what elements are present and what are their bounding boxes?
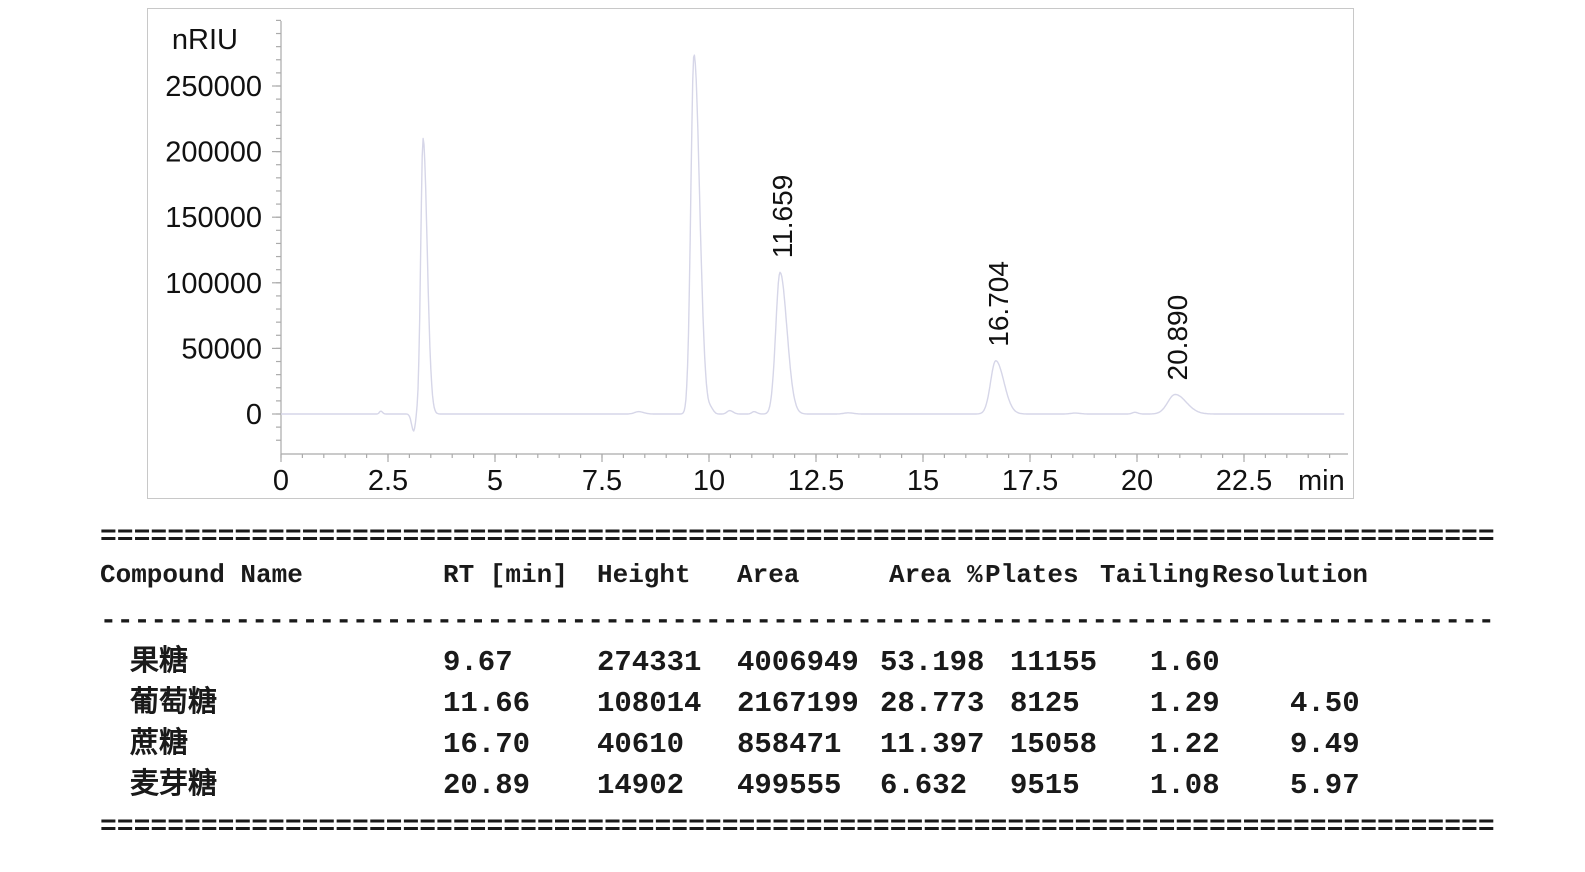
x-tick-label: 5 [487,465,503,497]
col-header-plates: Plates [985,560,1079,590]
chromatogram-svg: 0 50000 100000 150000 200000 250000 nRIU 0 2.5 5 7… [165,19,1348,497]
col-header-height: Height [597,560,691,590]
table-header-divider: ----------------------------------------… [100,608,1495,636]
x-tick-label: 0 [273,465,289,497]
area-percent-cell: 28.773 [880,687,985,720]
col-header-tailing: Tailing [1100,560,1210,590]
y-tick-label: 200000 [165,137,262,169]
x-tick-label: 12.5 [788,465,844,497]
x-tick-label: 17.5 [1002,465,1058,497]
area-cell: 2167199 [737,687,859,720]
plates-cell: 9515 [1010,769,1080,802]
y-tick-label: 150000 [165,202,262,234]
retention-time-label: 20.890 [1162,295,1193,381]
table-row: 蔗糖 16.70 40610 858471 11.397 15058 1.22 9.49 [100,724,1495,765]
tailing-cell: 1.22 [1150,728,1220,761]
y-tick-label: 0 [246,399,262,431]
y-axis-title: nRIU [172,24,238,56]
retention-time-label: 11.659 [767,175,798,259]
area-cell: 499555 [737,769,842,802]
y-tick-label: 100000 [165,268,262,300]
area-percent-cell: 11.397 [880,728,985,761]
col-header-area: Area [737,560,800,590]
area-percent-cell: 53.198 [880,646,985,679]
y-tick-label: 50000 [181,333,262,365]
tailing-cell: 1.08 [1150,769,1220,802]
height-cell: 274331 [597,646,702,679]
tailing-cell: 1.29 [1150,687,1220,720]
resolution-cell [1290,642,1495,683]
plates-cell: 15058 [1010,728,1098,761]
height-cell: 14902 [597,769,685,802]
table-row: 果糖 9.67 274331 4006949 53.198 11155 1.60 [100,642,1495,683]
resolution-cell: 4.50 [1290,687,1360,720]
rt-cell: 11.66 [443,687,531,720]
rt-cell: 20.89 [443,769,531,802]
compound-name-cell: 葡萄糖 [130,687,218,720]
col-header-compound-name: Compound Name [100,560,303,590]
col-header-rt: RT [min] [443,560,568,590]
table-row: 麦芽糖 20.89 14902 499555 6.632 9515 1.08 5.97 [100,765,1495,806]
retention-time-label: 16.704 [983,261,1014,347]
x-tick-label: 10 [693,465,725,497]
x-tick-label: 20 [1121,465,1153,497]
chromatogram-panel: 0 50000 100000 150000 200000 250000 nRIU 0 2.5 5 7… [147,8,1354,499]
x-axis-unit-label: min [1298,465,1345,497]
plates-cell: 11155 [1010,646,1098,679]
rt-cell: 16.70 [443,728,531,761]
compound-name-cell: 麦芽糖 [130,769,218,802]
area-percent-cell: 6.632 [880,769,968,802]
axis-labels: 0 50000 100000 150000 200000 250000 nRIU 0 2.5 5 7… [165,24,1345,497]
table-body: 果糖 9.67 274331 4006949 53.198 11155 1.60 葡萄糖 11.… [100,642,1495,806]
y-tick-label: 250000 [165,71,262,103]
x-tick-label: 2.5 [368,465,408,497]
results-table: ========================================… [100,524,1495,842]
compound-name-cell: 蔗糖 [130,728,189,761]
x-tick-label: 15 [907,465,939,497]
x-tick-label: 7.5 [582,465,622,497]
table-bottom-border: ========================================… [100,814,1495,842]
plates-cell: 8125 [1010,687,1080,720]
chromatogram-trace [281,54,1345,432]
tailing-cell: 1.60 [1150,646,1220,679]
col-header-area-percent: Area % [889,560,983,590]
height-cell: 108014 [597,687,702,720]
table-row: 葡萄糖 11.66 108014 2167199 28.773 8125 1.29 4.50 [100,683,1495,724]
compound-name-cell: 果糖 [130,646,189,679]
area-cell: 4006949 [737,646,859,679]
table-header-row: Compound Name RT [min] Height Area Area … [100,558,1495,592]
resolution-cell: 5.97 [1290,769,1360,802]
resolution-cell: 9.49 [1290,728,1360,761]
rt-cell: 9.67 [443,646,513,679]
height-cell: 40610 [597,728,685,761]
area-cell: 858471 [737,728,842,761]
axes [272,19,1348,462]
x-tick-label: 22.5 [1216,465,1272,497]
col-header-resolution: Resolution [1212,560,1369,590]
table-top-border: ========================================… [100,524,1495,552]
